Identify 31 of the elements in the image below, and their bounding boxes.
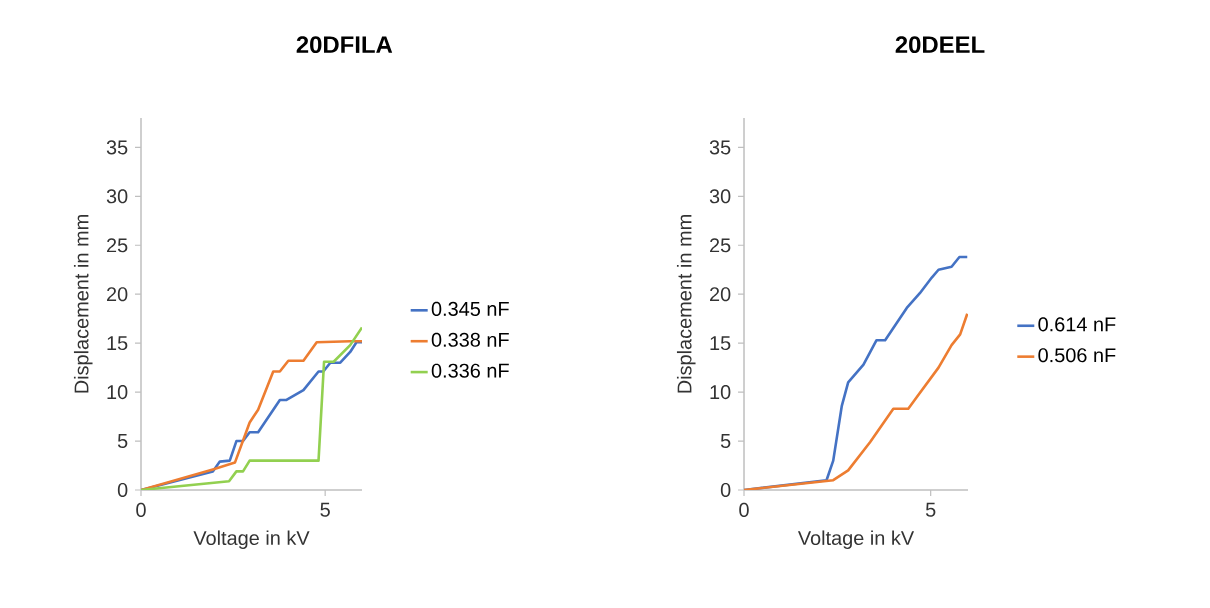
y-tick-label: 5	[117, 434, 128, 448]
y-tick-label: 25	[710, 238, 731, 253]
y-tick-label: 20	[107, 287, 128, 302]
x-tick-label: 0	[739, 502, 749, 517]
y-tick-label: 15	[710, 336, 731, 351]
x-axis-title: Voltage in kV	[797, 530, 915, 550]
y-tick-label: 25	[107, 238, 128, 253]
y-tick-label: 10	[107, 385, 128, 400]
y-tick-label: 10	[710, 385, 731, 400]
x-tick-label: 5	[320, 502, 330, 517]
legend-label: 0.506 nF	[1038, 348, 1116, 363]
legend-label: 0.345 nF	[431, 301, 509, 316]
y-tick-label: 15	[107, 336, 128, 351]
x-tick-label: 5	[925, 502, 936, 517]
y-tick-label: 0	[117, 482, 128, 498]
y-axis-title: Displacement in mm	[676, 215, 696, 393]
x-axis-title: Voltage in kV	[193, 530, 310, 550]
y-tick-label: 0	[720, 482, 731, 498]
y-axis-title: Displacement in mm	[73, 215, 93, 393]
legend-label: 0.336 nF	[431, 363, 509, 378]
chart-title: 20DEEL	[895, 36, 985, 54]
y-tick-label: 5	[720, 434, 731, 448]
y-tick-label: 35	[106, 140, 128, 155]
legend-label: 0.338 nF	[431, 332, 509, 347]
y-tick-label: 30	[106, 189, 128, 204]
y-tick-label: 20	[710, 287, 731, 302]
legend-label: 0.614 nF	[1038, 317, 1116, 332]
chart-title: 20DFILA	[296, 36, 393, 54]
x-tick-label: 0	[136, 502, 146, 517]
y-tick-label: 35	[709, 140, 731, 155]
y-tick-label: 30	[709, 189, 731, 204]
